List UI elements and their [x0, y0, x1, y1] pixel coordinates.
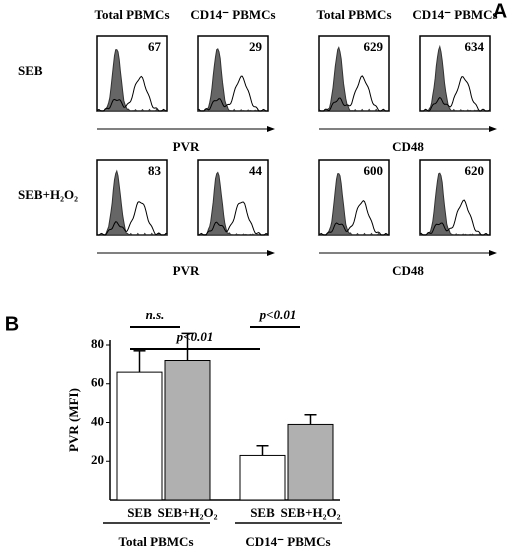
- row-label: SEB: [18, 63, 43, 78]
- x-tick-label: SEB+H₂O₂: [158, 505, 218, 520]
- histogram-open: [197, 75, 268, 112]
- bar: [164, 360, 211, 501]
- histogram-filled: [418, 172, 490, 236]
- histogram-open: [97, 201, 168, 236]
- mfi-value: 629: [364, 39, 384, 54]
- axis-label: CD48: [392, 139, 424, 154]
- mfi-value: 29: [249, 39, 263, 54]
- histogram-filled: [97, 169, 169, 236]
- histogram-filled: [318, 46, 389, 112]
- y-axis-label: PVR (MFI): [66, 388, 81, 452]
- histogram-box: [96, 35, 168, 112]
- y-tick-label: 20: [91, 452, 104, 467]
- histogram-box: [419, 35, 491, 112]
- mfi-value: 620: [465, 163, 485, 178]
- axis-label: CD48: [392, 263, 424, 278]
- histogram-filled: [95, 49, 167, 112]
- x-tick-label: SEB: [250, 505, 275, 520]
- bar: [116, 371, 163, 501]
- histogram-open: [318, 75, 390, 112]
- histogram-box: [318, 35, 390, 112]
- histogram-open: [318, 200, 389, 236]
- annotation: p<0.01: [259, 307, 297, 322]
- histogram-filled: [198, 171, 270, 236]
- annotation: n.s.: [146, 307, 165, 322]
- bar: [239, 454, 286, 501]
- mfi-value: 83: [148, 163, 162, 178]
- histogram-open: [96, 75, 167, 112]
- x-tick-label: SEB: [127, 505, 152, 520]
- panel-label: B: [5, 313, 19, 335]
- annotation: p<0.01: [176, 329, 214, 344]
- column-header: Total PBMCs: [95, 7, 170, 22]
- y-tick-label: 60: [91, 375, 104, 390]
- bar: [287, 423, 334, 501]
- histogram-filled: [317, 173, 389, 236]
- mfi-value: 44: [249, 163, 263, 178]
- column-header: CD14⁻ PBMCs: [412, 7, 497, 22]
- arrow-head: [489, 126, 497, 132]
- group-label: CD14⁻ PBMCs: [245, 534, 330, 549]
- histogram-box: [96, 159, 168, 236]
- arrow-head: [267, 126, 275, 132]
- histogram-box: [197, 35, 269, 112]
- axis-label: PVR: [173, 263, 200, 278]
- mfi-value: 634: [465, 39, 485, 54]
- y-tick-label: 80: [91, 336, 104, 351]
- group-label: Total PBMCs: [119, 534, 194, 549]
- histogram-filled: [196, 48, 268, 112]
- arrow-head: [267, 250, 275, 256]
- mfi-value: 67: [148, 39, 162, 54]
- arrow-head: [489, 250, 497, 256]
- histogram-open: [419, 199, 490, 236]
- row-label: SEB+H₂O₂: [18, 187, 78, 202]
- axis-label: PVR: [173, 139, 200, 154]
- histogram-open: [419, 76, 491, 112]
- column-header: CD14⁻ PBMCs: [190, 7, 275, 22]
- histogram-open: [198, 201, 269, 236]
- column-header: Total PBMCs: [317, 7, 392, 22]
- y-tick-label: 40: [91, 413, 104, 428]
- panel-label: A: [493, 0, 507, 22]
- mfi-value: 600: [364, 163, 384, 178]
- x-tick-label: SEB+H₂O₂: [281, 505, 341, 520]
